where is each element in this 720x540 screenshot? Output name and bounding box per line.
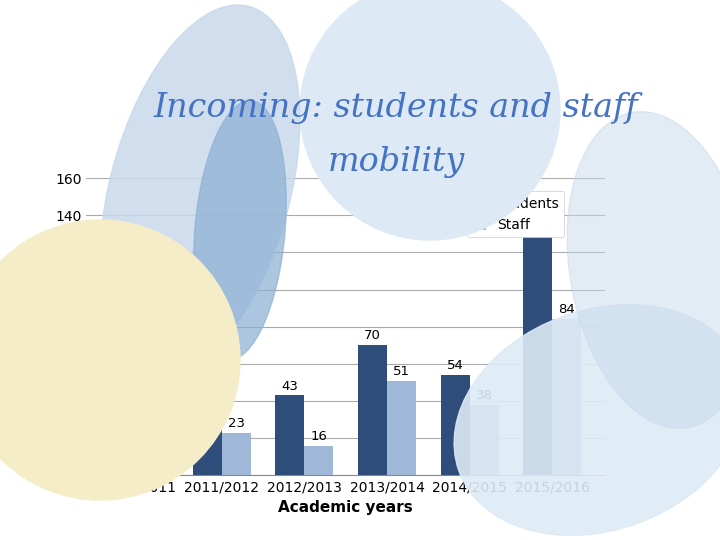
Text: 54: 54: [446, 359, 464, 372]
Y-axis label: Number of people: Number of people: [35, 258, 50, 396]
Bar: [523, 226, 552, 475]
Ellipse shape: [454, 305, 720, 535]
Text: 16: 16: [310, 430, 327, 443]
Bar: [110, 399, 139, 475]
Ellipse shape: [100, 5, 300, 375]
Text: 43: 43: [282, 380, 298, 393]
Text: 46: 46: [199, 374, 215, 387]
Bar: [222, 433, 251, 475]
Text: Incoming: students and staff: Incoming: students and staff: [153, 92, 639, 124]
X-axis label: Academic years: Academic years: [278, 500, 413, 515]
Text: 51: 51: [393, 364, 410, 378]
Text: 70: 70: [364, 329, 381, 342]
Text: mobility: mobility: [328, 146, 464, 178]
Bar: [441, 375, 469, 475]
Bar: [387, 381, 416, 475]
Text: 23: 23: [228, 417, 245, 430]
Ellipse shape: [0, 220, 240, 500]
Legend: Students, Staff: Students, Staff: [467, 191, 564, 237]
Bar: [193, 390, 222, 475]
Bar: [358, 345, 387, 475]
Bar: [139, 412, 168, 475]
Ellipse shape: [567, 112, 720, 428]
Text: 84: 84: [559, 303, 575, 316]
Text: 38: 38: [476, 389, 492, 402]
Bar: [469, 404, 498, 475]
Text: 134: 134: [525, 211, 551, 224]
Ellipse shape: [194, 100, 287, 360]
Circle shape: [300, 0, 560, 240]
Bar: [275, 395, 305, 475]
Text: 34: 34: [145, 396, 162, 409]
Bar: [552, 319, 581, 475]
Text: 41: 41: [116, 383, 133, 396]
Bar: [305, 446, 333, 475]
